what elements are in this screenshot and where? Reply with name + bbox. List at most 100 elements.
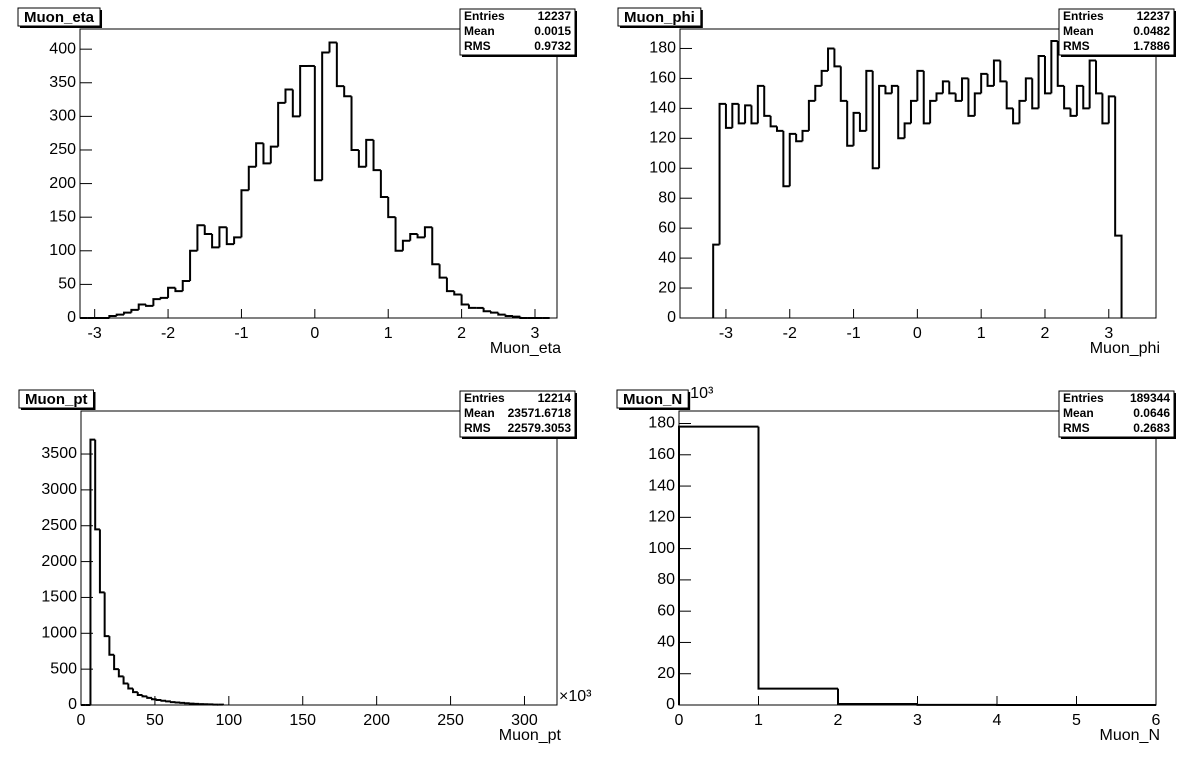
histogram-bin xyxy=(916,703,997,706)
histogram-bin xyxy=(137,303,147,310)
histogram-bin xyxy=(431,227,440,266)
histogram-bin xyxy=(328,41,337,53)
stats-label: Mean xyxy=(1063,406,1094,420)
histogram-bin xyxy=(750,105,758,125)
histogram-bin xyxy=(903,122,911,139)
histogram-bin xyxy=(262,143,271,165)
y-tick-label: 20 xyxy=(657,665,675,682)
y-tick-label: 180 xyxy=(648,415,675,432)
y-tick-label: 200 xyxy=(49,175,76,192)
histogram-bin xyxy=(141,694,148,698)
histogram-bin xyxy=(795,133,803,143)
x-tick-label: 100 xyxy=(215,712,242,729)
stats-label: RMS xyxy=(1063,421,1090,435)
stats-label: Entries xyxy=(464,391,505,405)
x-axis-title: Muon_phi xyxy=(1090,340,1160,357)
histogram-bin xyxy=(1043,55,1052,95)
histogram-bin xyxy=(782,130,790,188)
histogram-bin xyxy=(897,85,905,140)
y-tick-label: 40 xyxy=(657,634,675,651)
chart-title: Muon_eta xyxy=(24,9,95,26)
histogram-bin xyxy=(807,99,816,131)
y-tick-label: 0 xyxy=(68,696,77,713)
histogram-bin xyxy=(744,104,752,124)
histogram-bin xyxy=(146,696,152,699)
histogram-bin xyxy=(1063,85,1071,110)
histogram-bin xyxy=(1031,78,1039,110)
title-box xyxy=(617,7,702,27)
histogram-bin xyxy=(801,129,809,142)
y-tick-label: 80 xyxy=(657,571,675,588)
histogram-bin xyxy=(1082,85,1090,110)
histogram-bin xyxy=(165,700,171,703)
histogram-bin xyxy=(136,692,143,696)
y-tick-label: 500 xyxy=(50,660,77,677)
histogram-bin xyxy=(814,84,822,101)
y-tick-label: 60 xyxy=(658,219,676,236)
histogram-bin xyxy=(941,80,950,94)
stats-label: RMS xyxy=(464,421,491,435)
stats-value: 1.7886 xyxy=(1133,39,1170,53)
histogram-bin xyxy=(852,111,860,146)
y-tick-label: 160 xyxy=(648,446,675,463)
histogram-bin xyxy=(196,224,205,251)
stats-label: RMS xyxy=(1063,39,1090,53)
y-tick-label: 0 xyxy=(666,696,675,713)
histogram-bin xyxy=(343,86,352,98)
histogram-bin xyxy=(489,311,499,314)
histogram-bin xyxy=(453,291,462,296)
histogram-bin xyxy=(423,226,433,238)
y-tick-label: 100 xyxy=(49,242,76,259)
x-tick-label: 1 xyxy=(754,712,763,729)
plot-frame xyxy=(679,28,1157,319)
histogram-bin xyxy=(954,93,963,102)
histogram-bin xyxy=(291,89,301,118)
y-tick-label: 50 xyxy=(58,276,76,293)
histogram-bin xyxy=(724,103,733,129)
histogram-bin xyxy=(218,226,227,248)
histogram-bin xyxy=(233,236,242,245)
y-tick-label: 140 xyxy=(648,477,675,494)
x-scale-label: ×10³ xyxy=(559,688,592,705)
histogram-bin xyxy=(967,78,975,117)
chart-title: Muon_N xyxy=(623,391,682,408)
histogram-bin xyxy=(718,102,726,245)
histogram-bin xyxy=(846,100,854,147)
stats-label: Mean xyxy=(1063,24,1094,38)
histogram-bin xyxy=(1037,54,1045,109)
stats-value: 0.2683 xyxy=(1133,421,1170,435)
x-tick-label: 2 xyxy=(834,712,843,729)
histogram-bin xyxy=(150,697,157,701)
y-tick-label: 100 xyxy=(649,159,676,176)
histogram-bin xyxy=(1056,40,1065,87)
y-tick-label: 180 xyxy=(649,40,676,57)
histogram-bin xyxy=(103,592,110,638)
histogram-bin xyxy=(1018,99,1026,124)
histogram-bin xyxy=(878,84,886,169)
y-tick-label: 400 xyxy=(49,40,76,57)
y-tick-label: 2000 xyxy=(41,553,77,570)
histogram-bin xyxy=(122,676,129,685)
stats-value: 22579.3053 xyxy=(508,421,572,435)
histogram-bin xyxy=(1012,108,1020,125)
histogram-bin xyxy=(181,280,191,292)
x-tick-label: 3 xyxy=(913,712,922,729)
y-tick-label: 1500 xyxy=(41,589,77,606)
histogram-bin xyxy=(948,81,956,95)
histogram-bin xyxy=(1095,60,1103,95)
histogram-bin xyxy=(313,65,323,182)
stats-value: 12237 xyxy=(538,9,572,23)
stats-value: 0.0646 xyxy=(1133,406,1170,420)
histogram-bin xyxy=(379,170,389,199)
y-tick-label: 3500 xyxy=(41,445,77,462)
x-tick-label: 3 xyxy=(1104,325,1113,342)
histogram-bin xyxy=(1088,59,1097,109)
stats-value: 0.9732 xyxy=(534,39,571,53)
histogram-bin xyxy=(321,51,330,181)
histogram-bin xyxy=(357,149,367,168)
stats-box xyxy=(1058,8,1175,56)
histogram-bin xyxy=(145,304,154,307)
x-tick-label: 0 xyxy=(77,712,86,729)
histogram-bin xyxy=(117,669,124,678)
histogram-bin xyxy=(123,311,132,315)
